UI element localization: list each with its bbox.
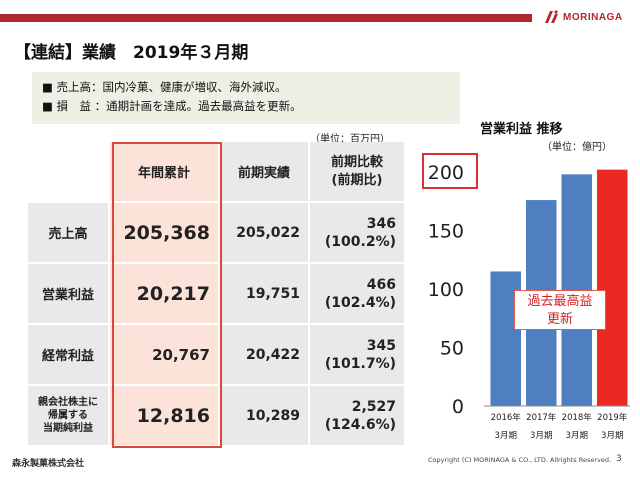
sales-compare: 346 (100.2%) [310, 203, 406, 264]
header-blank-cell [28, 142, 110, 203]
operating-profit-compare: 466 (102.4%) [310, 264, 406, 325]
y-tick-label: 0 [452, 396, 464, 418]
net-income-label-line2: 帰属する [48, 410, 88, 421]
net-income-label-line1: 親会社株主に [38, 397, 98, 408]
operating-profit-prev: 19,751 [220, 264, 310, 325]
copyright: Copyright (C) MORINAGA & CO., LTD. Allri… [428, 456, 612, 464]
header-prev: 前期実績 [220, 142, 310, 203]
table-row: 営業利益 20,217 19,751 466 (102.4%) [28, 264, 406, 325]
table-row: 親会社株主に 帰属する 当期純利益 12,816 10,289 2,527 (1… [28, 386, 406, 447]
table-header-row: 年間累計 前期実績 前期比較 (前期比) [28, 142, 406, 203]
y-tick-label: 200 [428, 162, 464, 184]
chart-title: 営業利益 推移 [480, 122, 563, 137]
x-tick-label: 2016年 [491, 412, 522, 423]
table-unit: （単位：百万円） [310, 134, 390, 145]
x-tick-sublabel: 3月期 [495, 431, 517, 441]
ordinary-profit-prev: 20,422 [220, 325, 310, 386]
ordinary-profit-compare: 345 (101.7%) [310, 325, 406, 386]
ordinary-profit-ratio: (101.7%) [324, 355, 396, 372]
summary-sales: ■ 売上高：国内冷菓、健康が増収、海外減収。 [42, 80, 287, 94]
x-tick-sublabel: 3月期 [566, 431, 588, 441]
net-income-label-line3: 当期純利益 [43, 423, 93, 434]
net-income-prev: 10,289 [220, 386, 310, 447]
operating-profit-annual: 20,217 [110, 264, 220, 325]
x-tick-label: 2017年 [526, 412, 557, 423]
row-label-sales: 売上高 [28, 203, 110, 264]
net-income-diff: 2,527 [351, 398, 396, 415]
bar [596, 169, 628, 406]
net-income-compare: 2,527 (124.6%) [310, 386, 406, 447]
y-tick-label: 50 [440, 338, 464, 360]
callout-line1: 過去最高益 [527, 294, 593, 309]
summary-box: ■ 売上高：国内冷菓、健康が増収、海外減収。 ■ 損 益 ：通期計画を達成。過去… [32, 72, 460, 124]
company-logo: MORINAGA [544, 10, 623, 24]
record-profit-callout: 過去最高益 更新 [514, 290, 606, 330]
header-compare: 前期比較 (前期比) [310, 142, 406, 203]
header-annual: 年間累計 [110, 142, 220, 203]
x-tick-sublabel: 3月期 [601, 431, 623, 441]
net-income-ratio: (124.6%) [324, 416, 396, 433]
results-table: 年間累計 前期実績 前期比較 (前期比) 売上高 205,368 205,022… [28, 142, 406, 447]
row-label-operating-profit: 営業利益 [28, 264, 110, 325]
table-row: 経常利益 20,767 20,422 345 (101.7%) [28, 325, 406, 386]
sales-ratio: (100.2%) [324, 233, 396, 250]
footer-brand: 森永製菓株式会社 [12, 459, 85, 469]
y-tick-label: 100 [428, 279, 464, 301]
x-tick-label: 2019年 [597, 412, 628, 423]
page-number: 3 [616, 454, 622, 464]
x-tick-label: 2018年 [562, 412, 593, 423]
table-row: 売上高 205,368 205,022 346 (100.2%) [28, 203, 406, 264]
row-label-net-income: 親会社株主に 帰属する 当期純利益 [28, 386, 110, 447]
sales-annual: 205,368 [110, 203, 220, 264]
operating-profit-diff: 466 [366, 276, 396, 293]
summary-profit: ■ 損 益 ：通期計画を達成。過去最高益を更新。 [42, 99, 302, 113]
sales-diff: 346 [366, 215, 396, 232]
header-compare-line2: (前期比) [331, 172, 383, 188]
operating-profit-ratio: (102.4%) [324, 294, 396, 311]
y-tick-label: 150 [428, 221, 464, 243]
page-title: 【連結】業績 2019年３月期 [14, 43, 249, 63]
ordinary-profit-diff: 345 [366, 337, 396, 354]
sales-prev: 205,022 [220, 203, 310, 264]
morinaga-angel-icon [545, 10, 558, 23]
chart-unit: （単位：億円） [542, 142, 612, 153]
net-income-annual: 12,816 [110, 386, 220, 447]
row-label-ordinary-profit: 経常利益 [28, 325, 110, 386]
logo-text: MORINAGA [563, 11, 623, 23]
x-tick-sublabel: 3月期 [530, 431, 552, 441]
top-accent-bar [0, 14, 532, 22]
ordinary-profit-annual: 20,767 [110, 325, 220, 386]
callout-line2: 更新 [546, 312, 573, 327]
header-compare-line1: 前期比較 [330, 154, 383, 170]
